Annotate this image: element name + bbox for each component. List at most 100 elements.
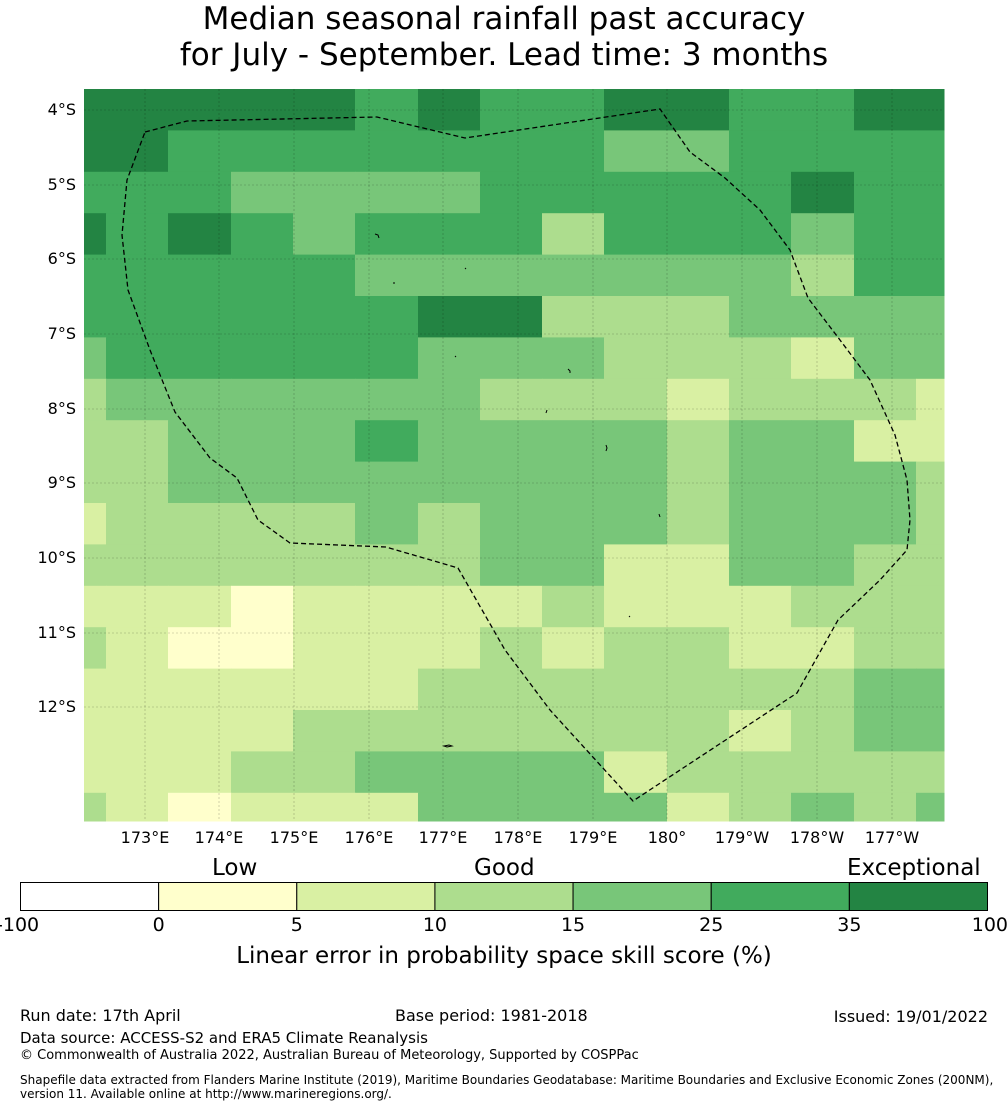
- grid-cell: [293, 130, 356, 173]
- grid-cell: [916, 668, 945, 711]
- colorbar: [20, 882, 988, 911]
- grid-cell: [480, 171, 543, 214]
- grid-cell: [355, 792, 419, 822]
- grid-cell: [480, 337, 543, 380]
- grid-cell: [791, 213, 855, 256]
- grid-cell: [667, 710, 730, 752]
- grid-cell: [355, 585, 419, 628]
- grid-cell: [418, 378, 481, 421]
- grid-cell: [729, 461, 792, 504]
- island-outlines: [374, 233, 661, 748]
- grid-cell: [355, 171, 419, 214]
- grid-cell: [916, 503, 945, 545]
- grid-cell: [667, 627, 730, 670]
- grid-cell: [106, 668, 169, 711]
- colorbar-bin: [158, 882, 298, 911]
- grid-cell: [418, 420, 481, 463]
- grid-cell: [729, 420, 792, 463]
- grid-cell: [542, 254, 605, 297]
- longitude-label: 178°E: [493, 828, 543, 847]
- grid-cell: [231, 503, 294, 545]
- colorbar-tick-label: 10: [422, 914, 448, 936]
- grid-cell: [106, 378, 169, 421]
- longitude-label: 177°W: [864, 828, 920, 847]
- grid-cell: [916, 171, 945, 214]
- grid-cell: [293, 254, 356, 297]
- grid-cell: [231, 296, 294, 338]
- grid-cell: [729, 130, 792, 173]
- grid-cell: [480, 420, 543, 463]
- grid-cell: [916, 792, 945, 822]
- grid-cell: [418, 337, 481, 380]
- longitude-label: 176°E: [344, 828, 394, 847]
- longitude-label: 179°W: [714, 828, 770, 847]
- grid-cell: [916, 296, 945, 338]
- grid-cell: [854, 296, 917, 338]
- grid-cell: [480, 627, 543, 670]
- grid-cell: [791, 461, 855, 504]
- colorbar-bin: [710, 882, 850, 911]
- grid-cell: [667, 254, 730, 297]
- grid-cell: [542, 378, 605, 421]
- grid-cell: [293, 89, 356, 131]
- grid-cell: [604, 544, 668, 587]
- grid-cell: [916, 544, 945, 587]
- grid-cell: [542, 337, 605, 380]
- grid-cell: [106, 171, 169, 214]
- grid-cell: [293, 544, 356, 587]
- data-source: Data source: ACCESS-S2 and ERA5 Climate …: [20, 1029, 428, 1047]
- grid-cell: [916, 461, 945, 504]
- grid-cell: [355, 544, 419, 587]
- colorbar-tick-label: 5: [290, 914, 303, 936]
- grid-cell: [168, 668, 232, 711]
- grid-cell: [729, 627, 792, 670]
- grid-cell: [418, 710, 481, 752]
- grid-cell: [168, 213, 232, 256]
- grid-cell: [231, 254, 294, 297]
- island: [658, 513, 661, 518]
- grid-cell: [542, 130, 605, 173]
- grid-cell: [667, 461, 730, 504]
- title-line-2: for July - September. Lead time: 3 month…: [179, 37, 829, 73]
- grid-cell: [168, 751, 232, 794]
- grid-cell: [84, 668, 107, 711]
- category-good: Good: [474, 855, 535, 881]
- grid-cell: [168, 254, 232, 297]
- grid-cell: [355, 420, 419, 463]
- grid-cell: [791, 337, 855, 380]
- eez-boundary: [121, 108, 911, 802]
- grid-cell: [231, 461, 294, 504]
- island: [454, 355, 457, 358]
- grid-cell: [84, 171, 107, 214]
- grid-cell: [355, 710, 419, 752]
- grid-cell: [84, 89, 107, 131]
- grid-cell: [293, 337, 356, 380]
- run-date: Run date: 17th April: [20, 1006, 181, 1025]
- issued-date: Issued: 19/01/2022: [833, 1007, 988, 1026]
- grid-cell: [106, 213, 169, 256]
- grid-cell: [916, 627, 945, 670]
- grid-cell: [791, 130, 855, 173]
- grid-cell: [355, 503, 419, 545]
- grid-cell: [667, 420, 730, 463]
- colorbar-bin: [848, 882, 988, 911]
- graticule: [84, 89, 944, 821]
- grid-cell: [791, 544, 855, 587]
- grid-cell: [293, 503, 356, 545]
- grid-cell: [854, 254, 917, 297]
- grid-cell: [604, 89, 668, 131]
- grid-cell: [854, 585, 917, 628]
- latitude-label: 11°S: [37, 623, 76, 642]
- grid-cell: [604, 171, 668, 214]
- colorbar-bin: [434, 882, 574, 911]
- grid-cell: [418, 461, 481, 504]
- grid-cell: [293, 710, 356, 752]
- shapefile-credit-line-1: Shapefile data extracted from Flanders M…: [20, 1073, 994, 1087]
- grid-cell: [168, 89, 232, 131]
- grid-cell: [604, 710, 668, 752]
- grid-cell: [106, 585, 169, 628]
- grid-cell: [418, 254, 481, 297]
- grid-cell: [231, 668, 294, 711]
- grid-cell: [231, 89, 294, 131]
- grid-cell: [355, 461, 419, 504]
